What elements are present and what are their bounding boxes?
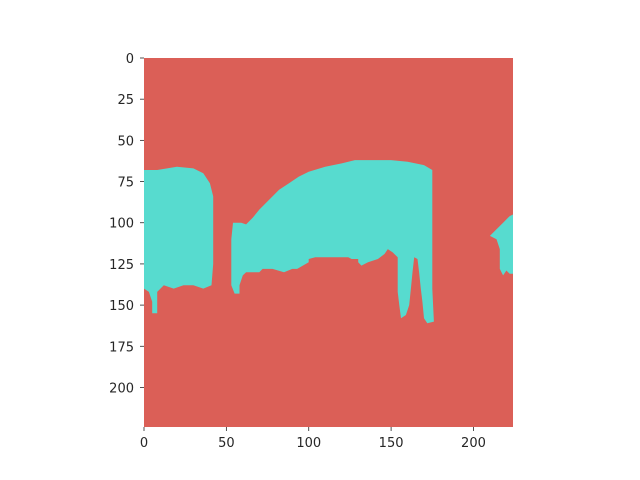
- y-tick-label: 125: [109, 258, 134, 273]
- mask-region-2: [231, 160, 434, 324]
- y-axis: 0 25 50 75 100 125 150 175 200: [109, 52, 144, 396]
- x-tick-label: 50: [218, 436, 235, 451]
- x-axis: 0 50 100 150 200: [140, 427, 486, 451]
- y-tick-label: 50: [117, 134, 134, 149]
- mask-region-3: [489, 214, 513, 276]
- x-tick-label: 0: [140, 436, 148, 451]
- plot-area: [144, 58, 513, 427]
- y-tick-label: 150: [109, 299, 134, 314]
- y-tick-label: 200: [109, 381, 134, 396]
- x-tick-label: 150: [379, 436, 404, 451]
- mask-regions: [144, 160, 513, 324]
- y-tick-label: 0: [126, 52, 134, 67]
- y-tick-label: 25: [117, 93, 134, 108]
- mask-region-1: [144, 166, 214, 314]
- y-tick-label: 100: [109, 217, 134, 232]
- x-tick-label: 100: [296, 436, 321, 451]
- y-tick-label: 175: [109, 340, 134, 355]
- y-tick-label: 75: [117, 176, 134, 191]
- x-tick-label: 200: [461, 436, 486, 451]
